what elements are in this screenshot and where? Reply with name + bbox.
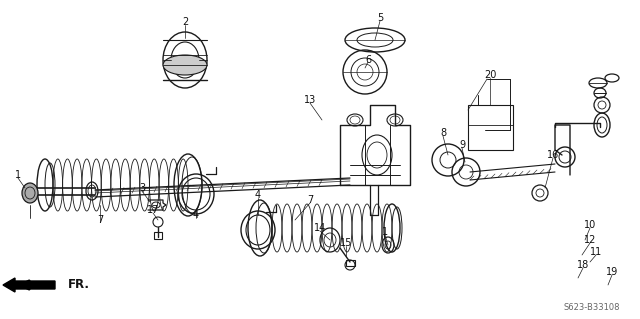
FancyArrow shape [3, 278, 55, 292]
Text: 7: 7 [97, 215, 103, 225]
Text: 6: 6 [365, 55, 371, 65]
Text: FR.: FR. [68, 278, 90, 292]
Text: 4: 4 [255, 190, 261, 200]
Text: 16: 16 [547, 150, 559, 160]
Text: 18: 18 [577, 260, 589, 270]
Text: 3: 3 [139, 183, 145, 193]
Bar [468, 105, 513, 150]
Text: 7: 7 [307, 195, 313, 205]
Text: 15: 15 [340, 238, 352, 248]
Text: S623-B33108: S623-B33108 [563, 303, 620, 313]
Text: 14: 14 [314, 223, 326, 233]
Text: 4: 4 [193, 210, 199, 220]
Text: 9: 9 [459, 140, 465, 150]
Text: 13: 13 [304, 95, 316, 105]
Text: 1: 1 [382, 227, 388, 237]
Text: 2: 2 [182, 17, 188, 27]
Bar [346, 260, 355, 266]
Text: 11: 11 [590, 247, 602, 257]
Text: 20: 20 [484, 70, 496, 80]
Text: 17: 17 [147, 205, 159, 215]
Text: 12: 12 [584, 235, 596, 245]
Text: 1: 1 [15, 170, 21, 180]
Ellipse shape [22, 183, 38, 203]
Text: 10: 10 [584, 220, 596, 230]
Bar [154, 232, 162, 239]
Text: 8: 8 [440, 128, 446, 138]
Ellipse shape [163, 55, 207, 75]
Text: 5: 5 [377, 13, 383, 23]
Text: 19: 19 [606, 267, 618, 277]
